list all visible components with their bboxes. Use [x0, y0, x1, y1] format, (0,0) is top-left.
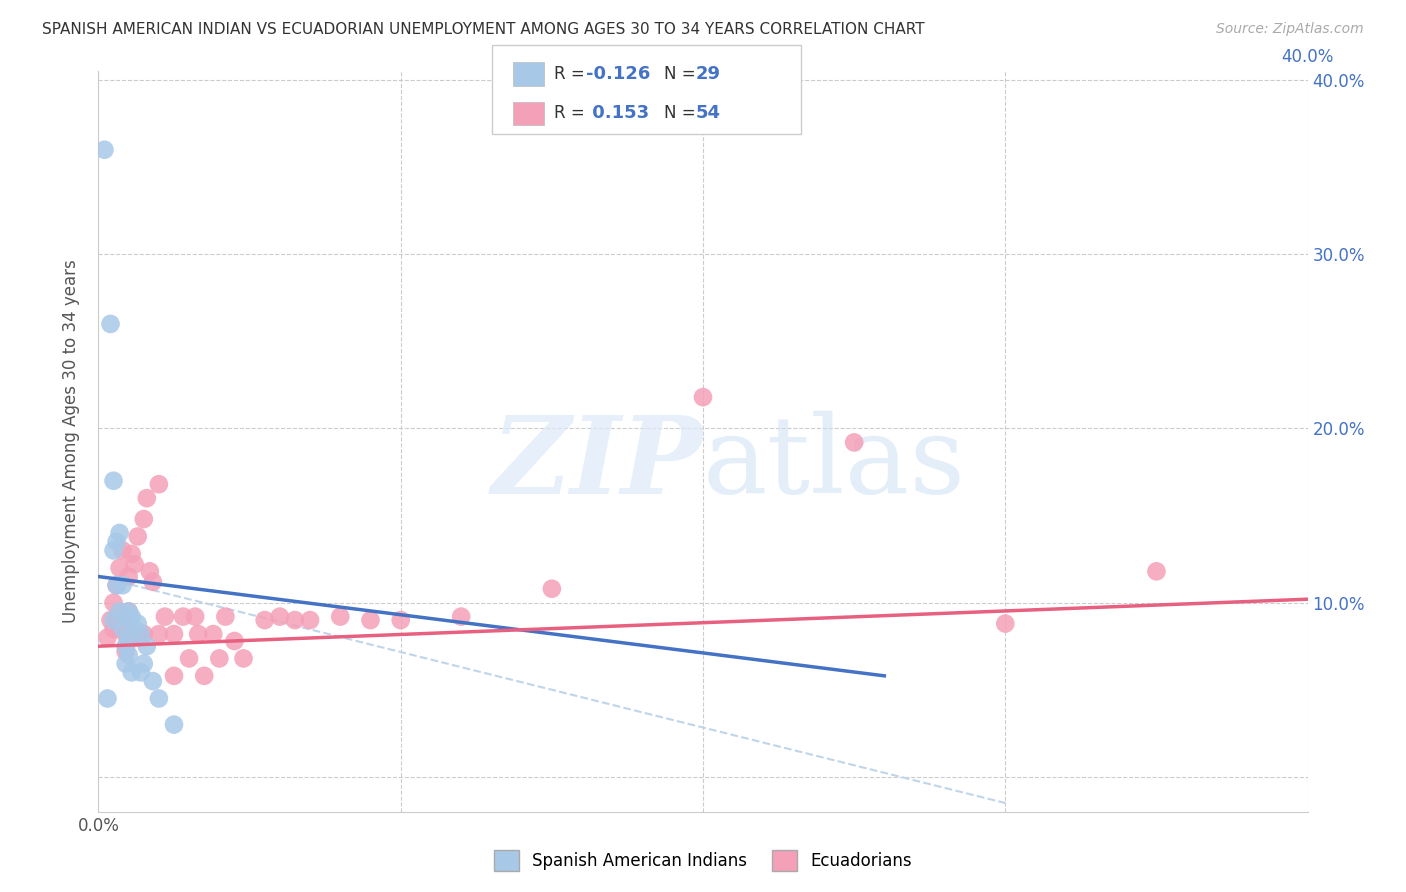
Point: [163, 717, 186, 731]
Point: [253, 613, 276, 627]
Point: [269, 609, 291, 624]
Point: [994, 616, 1017, 631]
Text: Source: ZipAtlas.com: Source: ZipAtlas.com: [1216, 22, 1364, 37]
Point: [148, 627, 170, 641]
Point: [139, 564, 162, 578]
Text: 29: 29: [696, 65, 721, 83]
Point: [118, 634, 141, 648]
Point: [153, 609, 176, 624]
Point: [96, 631, 118, 645]
Point: [114, 639, 136, 653]
Point: [163, 669, 186, 683]
Point: [127, 616, 149, 631]
Point: [450, 609, 472, 624]
Point: [121, 627, 143, 641]
Point: [118, 569, 141, 583]
Point: [208, 651, 231, 665]
Point: [127, 631, 149, 645]
Point: [232, 651, 254, 665]
Point: [172, 609, 194, 624]
Point: [129, 627, 152, 641]
Point: [132, 627, 155, 641]
Point: [129, 627, 152, 641]
Point: [111, 578, 134, 592]
Point: [118, 604, 141, 618]
Point: [163, 627, 186, 641]
Point: [121, 547, 143, 561]
Point: [121, 665, 143, 680]
Point: [108, 561, 131, 575]
Point: [105, 613, 128, 627]
Point: [111, 543, 134, 558]
Y-axis label: Unemployment Among Ages 30 to 34 years: Unemployment Among Ages 30 to 34 years: [62, 260, 80, 624]
Point: [224, 634, 246, 648]
Text: R =: R =: [554, 104, 591, 122]
Point: [100, 317, 122, 331]
Point: [135, 491, 157, 505]
Text: R =: R =: [554, 65, 591, 83]
Text: 54: 54: [696, 104, 721, 122]
Text: 0.153: 0.153: [586, 104, 650, 122]
Point: [105, 534, 128, 549]
Point: [540, 582, 562, 596]
Point: [124, 558, 146, 572]
Point: [108, 604, 131, 618]
Point: [103, 543, 125, 558]
Point: [142, 574, 165, 589]
Point: [108, 526, 131, 541]
Point: [299, 613, 322, 627]
Point: [184, 609, 207, 624]
Point: [129, 665, 152, 680]
Point: [179, 651, 201, 665]
Point: [108, 622, 131, 636]
Point: [103, 613, 125, 627]
Point: [360, 613, 382, 627]
Point: [93, 143, 115, 157]
Point: [389, 613, 412, 627]
Point: [103, 596, 125, 610]
Point: [187, 627, 209, 641]
Text: SPANISH AMERICAN INDIAN VS ECUADORIAN UNEMPLOYMENT AMONG AGES 30 TO 34 YEARS COR: SPANISH AMERICAN INDIAN VS ECUADORIAN UN…: [42, 22, 925, 37]
Point: [135, 639, 157, 653]
Point: [284, 613, 307, 627]
Point: [114, 644, 136, 658]
Point: [118, 648, 141, 662]
Text: N =: N =: [664, 104, 700, 122]
Point: [132, 512, 155, 526]
Point: [100, 613, 122, 627]
Point: [127, 529, 149, 543]
Text: N =: N =: [664, 65, 700, 83]
Point: [103, 474, 125, 488]
Point: [111, 613, 134, 627]
Point: [132, 657, 155, 671]
Point: [96, 691, 118, 706]
Point: [692, 390, 714, 404]
Text: -0.126: -0.126: [586, 65, 651, 83]
Point: [114, 657, 136, 671]
Point: [148, 477, 170, 491]
Point: [148, 691, 170, 706]
Point: [1144, 564, 1167, 578]
Text: atlas: atlas: [703, 411, 966, 516]
Point: [103, 622, 125, 636]
Point: [118, 631, 141, 645]
Point: [202, 627, 225, 641]
Point: [124, 622, 146, 636]
Point: [114, 609, 136, 624]
Point: [193, 669, 215, 683]
Point: [121, 609, 143, 624]
Point: [105, 578, 128, 592]
Point: [105, 578, 128, 592]
Point: [214, 609, 236, 624]
Text: ZIP: ZIP: [492, 410, 703, 516]
Point: [844, 435, 866, 450]
Legend: Spanish American Indians, Ecuadorians: Spanish American Indians, Ecuadorians: [488, 844, 918, 878]
Point: [142, 674, 165, 689]
Point: [111, 622, 134, 636]
Point: [118, 604, 141, 618]
Point: [329, 609, 352, 624]
Point: [114, 627, 136, 641]
